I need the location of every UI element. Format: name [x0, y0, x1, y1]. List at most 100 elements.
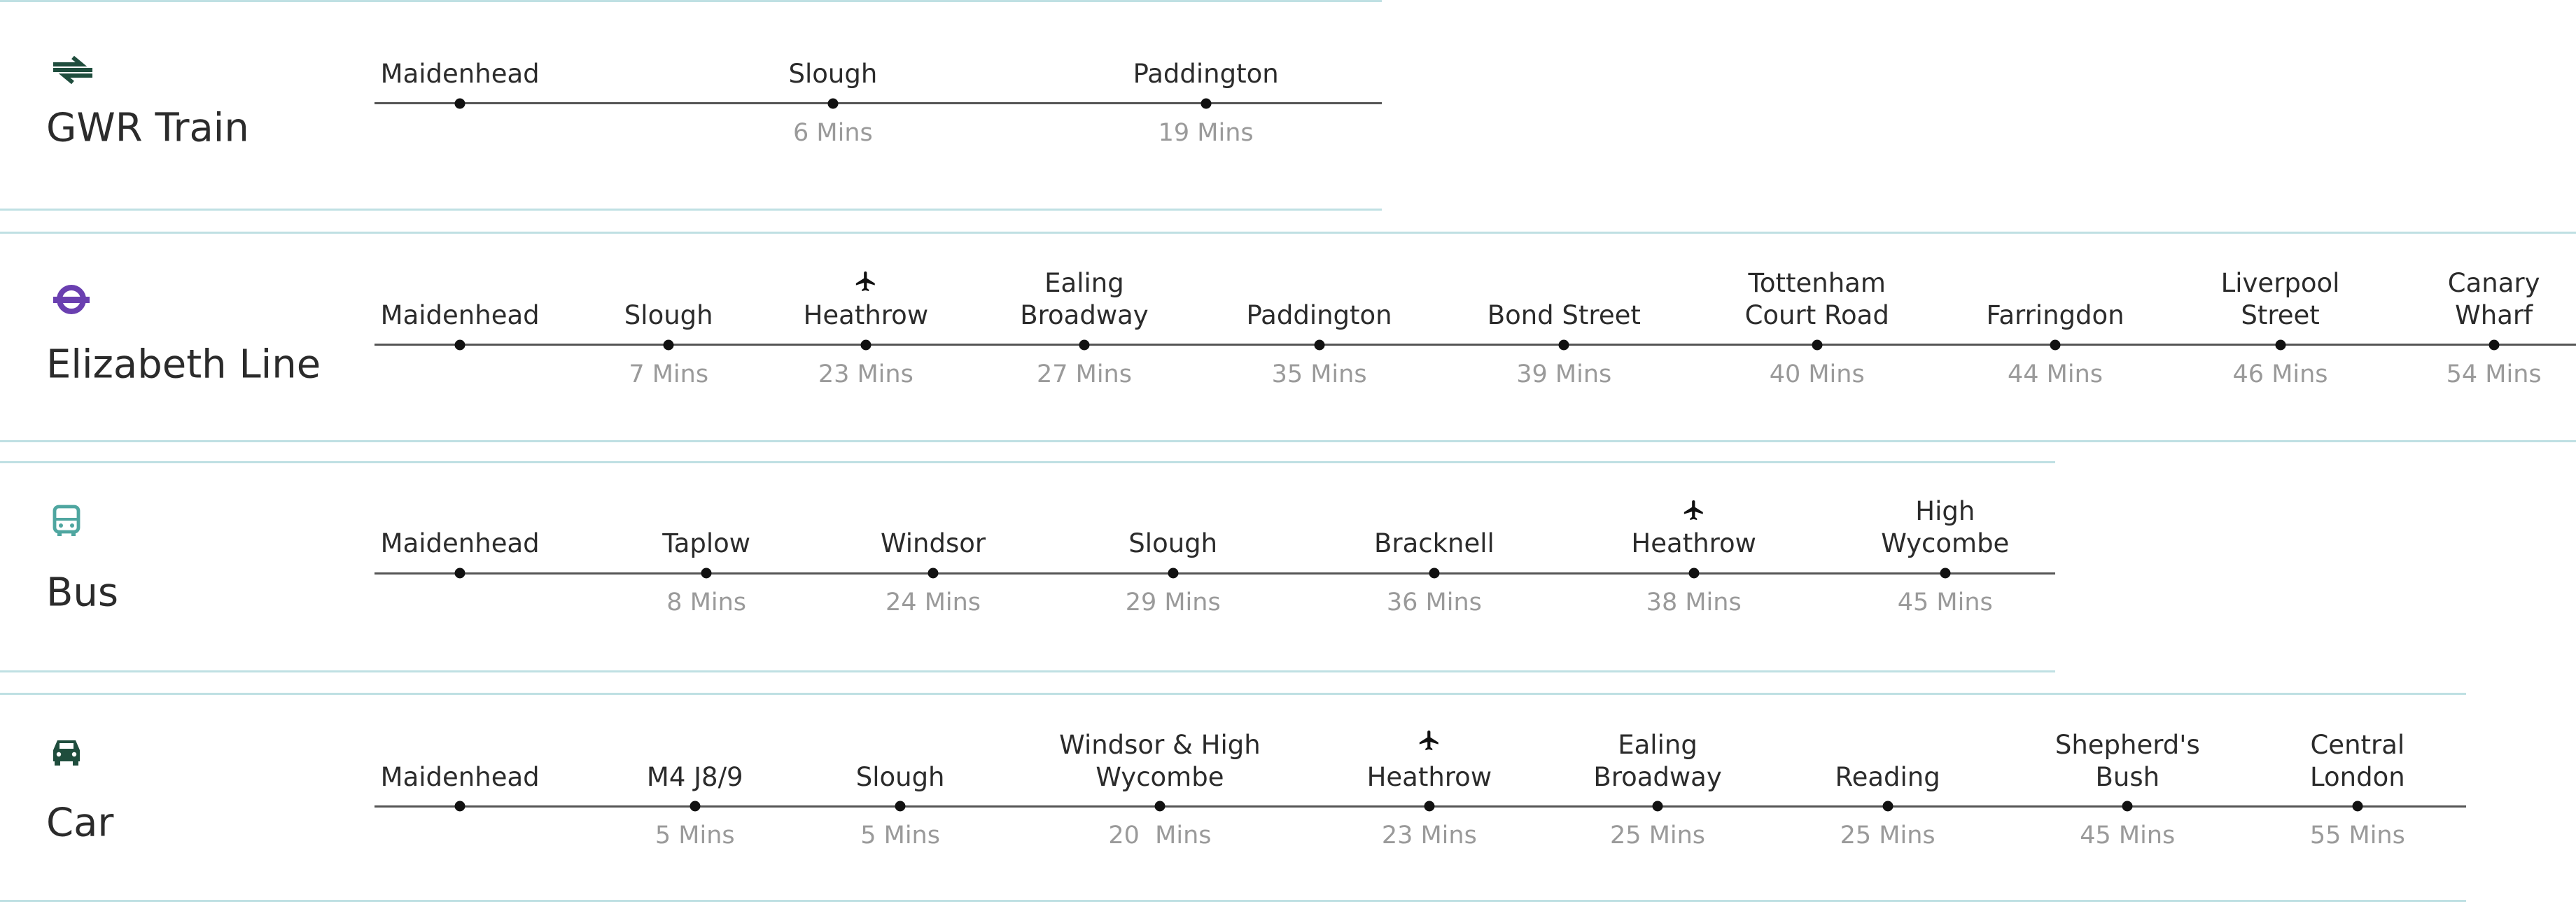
section-title: Elizabeth Line [46, 341, 321, 388]
divider [0, 209, 1382, 211]
stop-dot [827, 98, 839, 109]
stop-dot [1688, 568, 1700, 579]
stop-name: Bond Street [1487, 300, 1641, 331]
stop-dot [454, 339, 465, 351]
stop-name: Liverpool Street [2220, 268, 2340, 331]
stop-name: High Wycombe [1881, 496, 2010, 559]
stop-name: Slough [788, 59, 878, 90]
airport-icon [855, 271, 875, 292]
stop-dot [701, 568, 712, 579]
travel-time: 54 Mins [2446, 360, 2542, 388]
stop-name: Heathrow [1631, 528, 1756, 559]
travel-time: 36 Mins [1386, 589, 1482, 617]
section-title: Car [46, 800, 114, 846]
travel-time: 38 Mins [1646, 589, 1742, 617]
divider [0, 439, 2576, 442]
divider [0, 670, 2056, 672]
stop-name: Ealing Broadway [1593, 729, 1722, 792]
stop-dot [454, 568, 465, 579]
travel-time: 45 Mins [2080, 822, 2176, 850]
travel-time: 25 Mins [1840, 822, 1935, 850]
travel-time: 5 Mins [654, 822, 735, 850]
stop-name: M4 J8/9 [646, 761, 743, 792]
travel-time: 46 Mins [2232, 360, 2328, 388]
stop-name: Paddington [1133, 59, 1279, 90]
travel-time: 23 Mins [1381, 822, 1477, 850]
travel-time: 29 Mins [1125, 589, 1221, 617]
elizabeth-line-icon [53, 285, 90, 314]
stop-name: Slough [855, 761, 945, 792]
stop-dot [1079, 339, 1090, 351]
stop-dot [927, 568, 939, 579]
stop-name: Slough [1128, 528, 1218, 559]
stop-dot [1200, 98, 1212, 109]
stop-name: Maidenhead [380, 59, 540, 90]
stop-dot [663, 339, 674, 351]
stop-dot [895, 801, 906, 812]
stop-name: Reading [1835, 761, 1940, 792]
section-title: Bus [46, 570, 119, 616]
stop-name: Heathrow [803, 300, 929, 331]
travel-time: 25 Mins [1610, 822, 1706, 850]
stop-dot [1558, 339, 1569, 351]
stop-name: Ealing Broadway [1020, 268, 1149, 331]
stop-dot [1168, 568, 1179, 579]
stop-dot [1429, 568, 1440, 579]
route-line [374, 805, 2466, 808]
stop-dot [2488, 339, 2500, 351]
divider [0, 900, 2466, 902]
stop-dot [690, 801, 701, 812]
stop-dot [2122, 801, 2133, 812]
travel-time: 27 Mins [1036, 360, 1132, 388]
stop-name: Canary Wharf [2447, 268, 2540, 331]
bus-icon [52, 505, 80, 536]
stop-dot [1154, 801, 1166, 812]
stop-dot [1812, 339, 1823, 351]
route-line [374, 572, 2055, 575]
stop-name: Central London [2310, 729, 2405, 792]
car-icon [53, 740, 80, 766]
travel-time: 39 Mins [1516, 360, 1612, 388]
stop-dot [860, 339, 872, 351]
travel-time: 44 Mins [2008, 360, 2104, 388]
stop-name: Heathrow [1366, 761, 1492, 792]
stop-dot [2352, 801, 2363, 812]
stop-name: Windsor & High Wycombe [1059, 729, 1261, 792]
stop-name: Slough [624, 300, 713, 331]
travel-time: 7 Mins [629, 360, 709, 388]
stop-name: Paddington [1246, 300, 1392, 331]
airport-icon [1684, 500, 1703, 521]
airport-icon [1419, 730, 1438, 751]
divider [0, 0, 1382, 2]
stop-dot [1314, 339, 1325, 351]
divider [0, 693, 2466, 696]
stop-name: Bracknell [1373, 528, 1494, 559]
travel-time: 24 Mins [886, 589, 981, 617]
travel-time: 6 Mins [793, 118, 873, 147]
travel-time: 45 Mins [1897, 589, 1993, 617]
stop-name: Maidenhead [380, 300, 540, 331]
stop-dot [1424, 801, 1435, 812]
stop-name: Tottenham Court Road [1744, 268, 1889, 331]
train-icon [53, 55, 92, 85]
route-line [374, 344, 2576, 346]
travel-time: 20 Mins [1108, 822, 1212, 850]
stop-dot [454, 98, 465, 109]
travel-time: 19 Mins [1158, 118, 1254, 147]
travel-time: 23 Mins [818, 360, 913, 388]
travel-time: 5 Mins [860, 822, 940, 850]
travel-time: 35 Mins [1271, 360, 1367, 388]
stop-dot [454, 801, 465, 812]
stop-dot [1652, 801, 1663, 812]
travel-time: 8 Mins [666, 589, 747, 617]
divider [0, 461, 2056, 464]
stop-dot [2050, 339, 2061, 351]
stop-dot [1940, 568, 1951, 579]
stop-dot [2275, 339, 2286, 351]
stop-name: Maidenhead [380, 761, 540, 792]
stop-name: Taplow [662, 528, 751, 559]
travel-time: 40 Mins [1769, 360, 1865, 388]
route-line [374, 102, 1382, 105]
stop-dot [1882, 801, 1893, 812]
